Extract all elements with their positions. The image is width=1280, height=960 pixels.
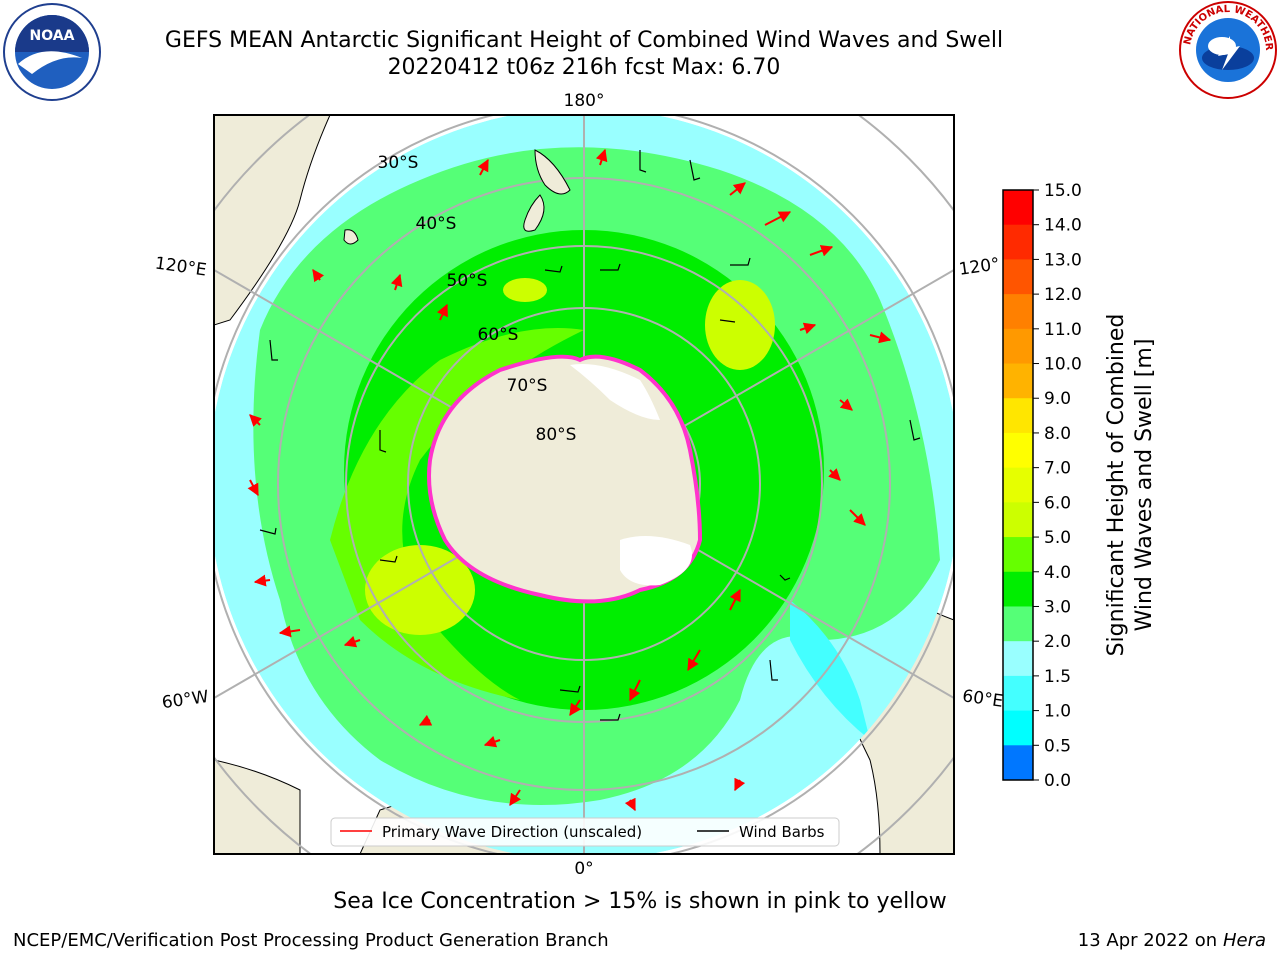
map-legend: Primary Wave Direction (unscaled) Wind B… bbox=[330, 817, 840, 847]
colorbar-tick-label: 0.0 bbox=[1044, 771, 1071, 791]
lon-label-120w: 120° bbox=[958, 254, 1001, 280]
date-text: 13 Apr 2022 on bbox=[1077, 930, 1218, 951]
sea-ice-note: Sea Ice Concentration > 15% is shown in … bbox=[333, 889, 947, 914]
legend-wind-label: Wind Barbs bbox=[739, 823, 825, 841]
colorbar-tick-label: 9.0 bbox=[1044, 389, 1071, 409]
colorbar-tick-label: 1.5 bbox=[1044, 667, 1071, 687]
colorbar-tick-label: 15.0 bbox=[1044, 181, 1082, 201]
colorbar-title-line2: Wind Waves and Swell [m] bbox=[1132, 339, 1157, 632]
lon-label-120e: 120°E bbox=[154, 254, 208, 281]
colorbar-segment bbox=[1003, 224, 1033, 260]
colorbar-segment bbox=[1003, 432, 1033, 469]
lon-label-0: 0° bbox=[574, 859, 593, 879]
colorbar-tick-label: 2.0 bbox=[1044, 632, 1071, 652]
colorbar: 15.0 14.0 13.0 12.0 11.0 10.0 9.0 8.0 7.0 6.0 5.0 4… bbox=[1002, 181, 1082, 791]
colorbar-tick-label: 12.0 bbox=[1044, 285, 1082, 305]
chart-title: GEFS MEAN Antarctic Significant Height o… bbox=[164, 28, 1004, 53]
lat-label-50s: 50°S bbox=[447, 271, 488, 291]
colorbar-segment bbox=[1003, 571, 1033, 607]
colorbar-segment bbox=[1003, 606, 1033, 642]
lat-label-70s: 70°S bbox=[507, 376, 548, 396]
colorbar-frame bbox=[1002, 189, 1034, 781]
colorbar-segment bbox=[1003, 745, 1033, 781]
map-frame bbox=[213, 114, 955, 855]
colorbar-segment bbox=[1003, 190, 1033, 226]
land-new-zealand-north bbox=[534, 149, 571, 195]
land-australia bbox=[214, 115, 331, 326]
wind-barbs bbox=[259, 150, 921, 721]
land-tasmania bbox=[343, 229, 359, 245]
weddell-ice-shelf bbox=[620, 536, 692, 586]
colorbar-segment bbox=[1003, 294, 1033, 330]
colorbar-segment bbox=[1003, 398, 1033, 434]
colorbar-title-line1: Significant Height of Combined bbox=[1104, 314, 1129, 657]
colorbar-tick-label: 4.0 bbox=[1044, 563, 1071, 583]
colorbar-segment bbox=[1003, 710, 1033, 746]
colorbar-segment bbox=[1003, 641, 1033, 677]
ross-ice-shelf bbox=[570, 364, 660, 420]
colorbar-tick-label: 11.0 bbox=[1044, 320, 1082, 340]
colorbar-segment bbox=[1003, 502, 1033, 538]
lon-label-60e: 60°W bbox=[161, 687, 210, 713]
nws-logo: NATIONAL WEATHER SERVICE bbox=[1178, 0, 1277, 99]
noaa-logo: NOAA bbox=[3, 3, 101, 101]
producer-credit: NCEP/EMC/Verification Post Processing Pr… bbox=[13, 930, 609, 951]
lat-label-30s: 30°S bbox=[378, 153, 419, 173]
colorbar-tick-label: 7.0 bbox=[1044, 459, 1071, 479]
colorbar-segment bbox=[1003, 259, 1033, 295]
colorbar-segment bbox=[1003, 675, 1033, 712]
colorbar-tick-label: 3.0 bbox=[1044, 597, 1071, 617]
land-new-zealand-south bbox=[523, 194, 545, 232]
colorbar-segment bbox=[1003, 537, 1033, 573]
colorbar-tick-label: 1.0 bbox=[1044, 702, 1071, 722]
colorbar-tick-label: 6.0 bbox=[1044, 493, 1071, 513]
colorbar-tick-label: 10.0 bbox=[1044, 355, 1082, 375]
colorbar-tick-label: 13.0 bbox=[1044, 250, 1082, 270]
colorbar-segment bbox=[1003, 328, 1033, 365]
chart-subtitle: 20220412 t06z 216h fcst Max: 6.70 bbox=[387, 55, 781, 80]
colorbar-tick-label: 5.0 bbox=[1044, 528, 1071, 548]
machine-name: Hera bbox=[1222, 930, 1266, 951]
lon-label-60w: 60°E bbox=[961, 686, 1004, 711]
colorbar-tick-label: 8.0 bbox=[1044, 424, 1071, 444]
wave-direction-arrows bbox=[247, 148, 892, 812]
colorbar-segment bbox=[1003, 363, 1033, 399]
lat-label-40s: 40°S bbox=[416, 214, 457, 234]
colorbar-tick-label: 14.0 bbox=[1044, 216, 1082, 236]
colorbar-tick-label: 0.5 bbox=[1044, 736, 1071, 756]
lon-label-180: 180° bbox=[564, 91, 605, 111]
colorbar-segment bbox=[1003, 467, 1033, 503]
date-credit: 13 Apr 2022 on Hera bbox=[1078, 930, 1266, 951]
legend-wave-label: Primary Wave Direction (unscaled) bbox=[382, 823, 642, 841]
lat-label-80s: 80°S bbox=[536, 425, 577, 445]
noaa-text: NOAA bbox=[30, 28, 75, 44]
lat-label-60s: 60°S bbox=[478, 325, 519, 345]
